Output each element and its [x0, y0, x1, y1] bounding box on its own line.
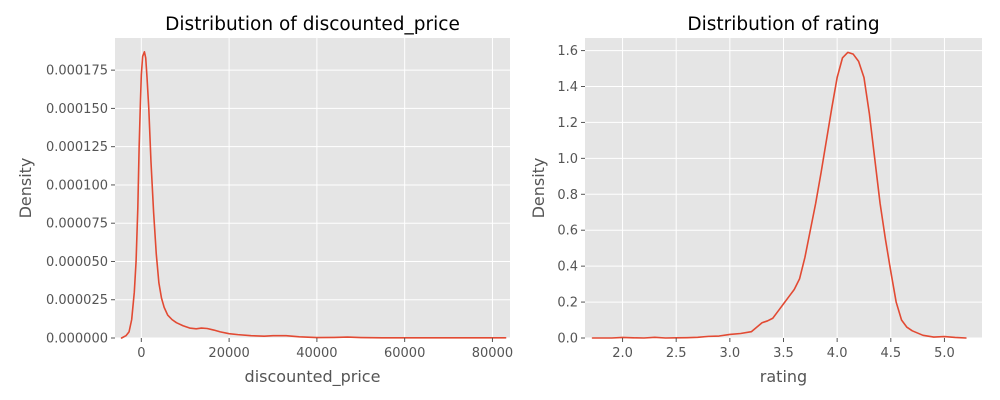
x-tick-label: 3.5 [773, 346, 794, 361]
tick-labels: 0 20000 40000 60000 80000 0.000000 0.000025 0.0… [46, 64, 513, 361]
x-tick-label: 80000 [472, 346, 513, 361]
tick-labels: 2.0 2.5 3.0 3.5 4.0 4.5 5.0 0.0 0.2 0.4 0.6 0.8 1.0 1… [557, 44, 954, 361]
x-tick-label: 20000 [208, 346, 249, 361]
y-tick-label: 0.000100 [46, 178, 108, 193]
y-tick-label: 1.0 [557, 152, 578, 167]
y-tick-label: 1.4 [557, 80, 578, 95]
x-axis-label: rating [760, 367, 807, 386]
y-axis-label: Density [16, 158, 35, 219]
gridlines [585, 38, 982, 339]
y-tick-label: 0.8 [557, 188, 578, 203]
plot-background [115, 38, 510, 338]
y-tick-label: 0.000025 [46, 293, 108, 308]
subplot-rating: 2.0 2.5 3.0 3.5 4.0 4.5 5.0 0.0 0.2 0.4 0.6 0.8 1.0 1… [529, 14, 982, 386]
series-lines [591, 51, 967, 339]
y-tick-label: 0.000150 [46, 102, 108, 117]
y-tick-label: 0.4 [557, 260, 578, 275]
x-tick-label: 40000 [296, 346, 337, 361]
x-axis-label: discounted_price [245, 367, 381, 387]
subplot-discounted-price: 0 20000 40000 60000 80000 0.000000 0.000025 0.0… [16, 14, 513, 387]
y-tick-label: 1.6 [557, 44, 578, 59]
y-tick-label: 1.2 [557, 116, 578, 131]
y-axis-label: Density [529, 158, 548, 219]
y-tick-label: 0.000125 [46, 140, 108, 155]
y-tick-label: 0.0 [557, 332, 578, 347]
subplot-title: Distribution of discounted_price [165, 14, 460, 35]
x-tick-label: 0 [137, 346, 145, 361]
x-tick-label: 5.0 [934, 346, 955, 361]
y-tick-label: 0.000000 [46, 332, 108, 347]
y-tick-label: 0.2 [557, 296, 578, 311]
x-tick-label: 4.0 [827, 346, 848, 361]
y-tick-label: 0.6 [557, 224, 578, 239]
series-lines [120, 50, 507, 339]
x-tick-label: 4.5 [880, 346, 901, 361]
y-tick-label: 0.000050 [46, 255, 108, 270]
density-line [120, 50, 507, 339]
y-tick-label: 0.000175 [46, 64, 108, 79]
density-line [591, 51, 967, 339]
x-tick-label: 2.0 [612, 346, 633, 361]
subplot-title: Distribution of rating [687, 14, 879, 35]
x-tick-label: 60000 [384, 346, 425, 361]
x-tick-label: 3.0 [720, 346, 741, 361]
y-tick-label: 0.000075 [46, 217, 108, 232]
x-tick-label: 2.5 [666, 346, 687, 361]
